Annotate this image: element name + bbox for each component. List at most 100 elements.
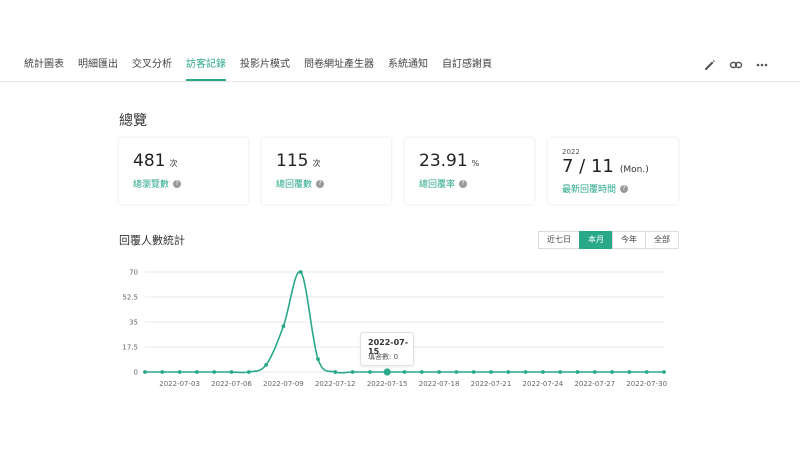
stat-number: 481 (133, 151, 166, 171)
stat-number: 115 (276, 151, 309, 171)
range-this-month-button[interactable]: 本月 (579, 231, 613, 249)
y-tick-label: 70 (129, 269, 138, 277)
stat-card-latest-response: 2022 7 / 11 (Mon.) 最新回覆時間? (548, 138, 678, 204)
range-selector: 近七日 本月 今年 全部 (538, 231, 679, 249)
x-tick-label: 2022-07-03 (159, 380, 200, 388)
stat-card-responses: 115 次 總回覆數? (262, 138, 391, 204)
tooltip-value: 0 (393, 353, 399, 361)
data-point (541, 370, 545, 374)
stat-value: 115 次 (276, 151, 320, 171)
data-point (402, 370, 407, 374)
stat-label: 總回覆率? (419, 177, 468, 190)
stat-number: 23.91 (419, 151, 468, 171)
stat-unit: 次 (169, 159, 178, 168)
data-point (195, 370, 199, 374)
tooltip-label: 填答數: (368, 353, 392, 361)
data-point (316, 357, 320, 362)
x-tick-label: 2022-07-21 (471, 380, 512, 388)
data-point (143, 370, 147, 374)
data-point (368, 370, 372, 374)
stat-label: 總瀏覽數? (133, 177, 182, 190)
range-all-button[interactable]: 全部 (645, 231, 679, 249)
data-point (489, 370, 493, 374)
x-tick-label: 2022-07-09 (263, 380, 304, 388)
stat-label-text: 總回覆率 (419, 180, 456, 190)
stat-label: 最新回覆時間? (562, 182, 629, 195)
help-icon[interactable]: ? (316, 179, 325, 188)
data-point (281, 324, 286, 329)
tab-url-generator[interactable]: 問卷網址產生器 (304, 59, 374, 70)
data-point (350, 370, 355, 374)
data-point (471, 370, 476, 374)
x-tick-label: 2022-07-27 (574, 380, 615, 388)
tab-charts[interactable]: 統計圖表 (24, 59, 64, 70)
stat-value: 23.91% (419, 151, 479, 171)
tab-thank-you-page[interactable]: 自訂感謝頁 (442, 59, 492, 70)
y-tick-label: 35 (129, 319, 138, 327)
top-navigation: 統計圖表 明細匯出 交叉分析 訪客記錄 投影片模式 問卷網址產生器 系統通知 自… (0, 48, 800, 82)
data-point (298, 270, 303, 274)
data-point (506, 370, 511, 374)
help-icon[interactable]: ? (173, 179, 182, 188)
tooltip-date: 2022-07-15 (368, 338, 409, 356)
tab-cross-analysis[interactable]: 交叉分析 (132, 59, 172, 70)
data-point (419, 370, 424, 374)
tooltip-row: 填答數: 0 (368, 352, 398, 362)
data-point (454, 370, 459, 374)
x-tick-label: 2022-07-18 (419, 380, 460, 388)
stat-number: 7 / 11 (562, 156, 614, 177)
data-point (437, 370, 441, 374)
help-icon[interactable]: ? (459, 179, 468, 188)
tab-visitor-records[interactable]: 訪客記錄 (186, 48, 226, 81)
x-tick-label: 2022-07-24 (523, 380, 564, 388)
link-icon[interactable] (728, 57, 744, 73)
data-point (644, 370, 649, 374)
data-point (160, 370, 165, 374)
overview-title: 總覽 (119, 113, 147, 129)
data-point (523, 370, 528, 374)
data-point (575, 370, 580, 374)
x-tick-label: 2022-07-15 (367, 380, 408, 388)
toolbar-icons (702, 57, 770, 73)
highlighted-point (383, 368, 391, 376)
x-tick-label: 2022-07-12 (315, 380, 356, 388)
tab-slideshow[interactable]: 投影片模式 (240, 59, 290, 70)
stat-value: 481 次 (133, 151, 177, 171)
stat-label-text: 總回覆數 (276, 180, 313, 190)
data-point (662, 370, 666, 374)
data-point (177, 370, 182, 374)
data-point (627, 370, 632, 374)
stat-label-text: 最新回覆時間 (562, 185, 617, 195)
stat-card-views: 481 次 總瀏覽數? (119, 138, 248, 204)
data-point (592, 370, 597, 374)
y-tick-label: 52.5 (122, 294, 138, 302)
tab-notifications[interactable]: 系統通知 (388, 59, 428, 70)
chart-tooltip: 2022-07-15 填答數: 0 (360, 332, 414, 366)
stat-unit: 次 (312, 159, 321, 168)
stat-label-text: 總瀏覽數 (133, 180, 170, 190)
x-tick-label: 2022-07-06 (211, 380, 252, 388)
y-tick-label: 17.5 (122, 344, 138, 352)
data-point (212, 370, 217, 374)
data-point (558, 370, 563, 374)
data-point (229, 370, 234, 374)
tab-bar: 統計圖表 明細匯出 交叉分析 訪客記錄 投影片模式 問卷網址產生器 系統通知 自… (24, 48, 506, 81)
x-tick-label: 2022-07-30 (626, 380, 667, 388)
tab-export[interactable]: 明細匯出 (78, 59, 118, 70)
more-icon[interactable] (754, 57, 770, 73)
stat-value: 7 / 11 (Mon.) (562, 156, 649, 177)
stat-unit: % (471, 159, 480, 168)
stat-unit: (Mon.) (619, 165, 649, 175)
stat-card-response-rate: 23.91% 總回覆率? (405, 138, 534, 204)
data-point (246, 370, 251, 374)
y-tick-label: 0 (134, 369, 138, 377)
pencil-icon[interactable] (702, 57, 718, 73)
chart-title: 回覆人數統計 (119, 234, 185, 247)
data-point (264, 362, 268, 367)
data-point (610, 370, 614, 374)
data-point (333, 370, 338, 374)
help-icon[interactable]: ? (620, 184, 629, 193)
stat-year: 2022 (562, 148, 580, 156)
stat-label: 總回覆數? (276, 177, 325, 190)
